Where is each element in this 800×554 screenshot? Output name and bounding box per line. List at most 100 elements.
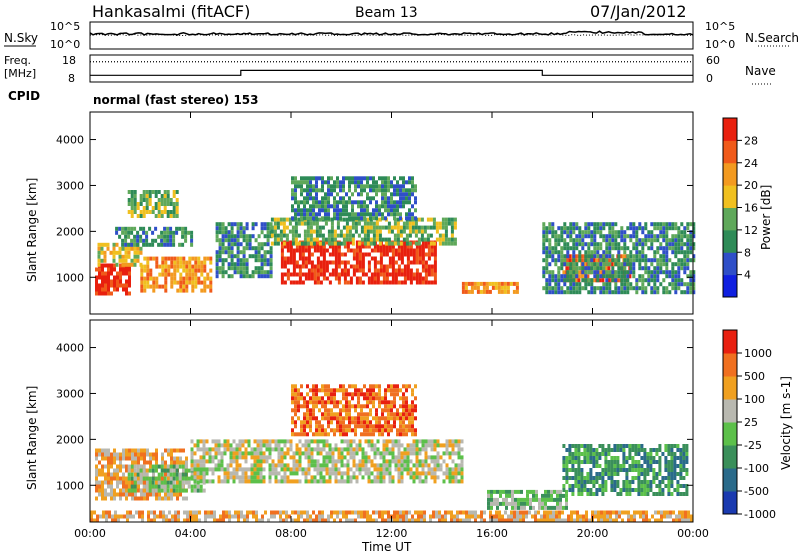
data-cell	[163, 476, 167, 481]
data-cell	[306, 180, 309, 185]
data-cell	[107, 456, 110, 461]
data-cell	[586, 456, 590, 460]
data-cell	[213, 510, 216, 515]
data-cell	[260, 274, 264, 279]
data-cell	[399, 184, 402, 189]
data-cell	[169, 198, 173, 202]
data-cell	[415, 280, 419, 285]
data-cell	[358, 280, 362, 285]
data-cell	[125, 488, 128, 493]
data-cell	[653, 250, 657, 255]
data-cell	[118, 250, 122, 255]
data-cell	[95, 283, 98, 288]
data-cell	[563, 246, 567, 251]
data-cell	[306, 184, 309, 189]
data-cell	[126, 518, 129, 523]
data-cell	[557, 286, 561, 291]
data-cell	[656, 274, 660, 279]
data-cell	[251, 270, 255, 275]
data-cell	[169, 234, 173, 239]
data-cell	[653, 258, 657, 263]
data-cell	[580, 492, 584, 496]
data-cell	[177, 510, 180, 515]
data-cell	[523, 501, 526, 506]
data-cell	[331, 451, 335, 456]
data-cell	[454, 467, 458, 472]
data-cell	[327, 396, 330, 401]
data-cell	[153, 518, 156, 523]
data-cell	[170, 276, 174, 281]
data-cell	[211, 467, 215, 472]
data-cell	[577, 274, 581, 279]
data-cell	[254, 258, 258, 263]
data-cell	[640, 468, 644, 472]
data-cell	[653, 222, 657, 227]
data-cell	[515, 289, 519, 294]
data-cell	[295, 471, 299, 476]
data-cell	[130, 206, 134, 210]
data-cell	[324, 237, 328, 242]
data-cell	[280, 280, 284, 285]
data-cell	[601, 484, 605, 488]
data-cell	[136, 258, 140, 263]
data-cell	[351, 518, 354, 523]
data-cell	[668, 238, 672, 243]
data-cell	[397, 244, 401, 249]
data-cell	[405, 237, 409, 242]
data-cell	[196, 471, 200, 476]
data-cell	[315, 514, 318, 519]
data-cell	[408, 229, 412, 234]
data-cell	[263, 242, 267, 247]
data-cell	[544, 493, 547, 498]
data-cell	[367, 479, 371, 484]
data-cell	[686, 258, 690, 263]
data-cell	[593, 270, 597, 275]
data-cell	[322, 475, 326, 480]
data-cell	[426, 233, 430, 238]
data-cell	[348, 412, 351, 417]
data-cell	[339, 233, 343, 238]
data-cell	[352, 248, 356, 253]
data-cell	[348, 180, 351, 185]
data-cell	[553, 505, 556, 510]
data-cell	[253, 475, 257, 480]
data-cell	[619, 254, 623, 259]
data-cell	[145, 194, 149, 198]
data-cell	[280, 276, 284, 281]
data-cell	[324, 388, 327, 393]
data-cell	[655, 492, 659, 496]
data-cell	[611, 238, 615, 243]
data-cell	[400, 252, 404, 257]
data-cell	[143, 480, 146, 485]
data-cell	[330, 514, 333, 519]
data-cell	[523, 505, 526, 510]
data-cell	[190, 439, 194, 444]
data-cell	[647, 282, 651, 287]
data-cell	[390, 196, 393, 201]
data-cell	[470, 285, 474, 290]
data-cell	[146, 480, 149, 485]
data-cell	[98, 271, 101, 276]
data-cell	[315, 229, 319, 234]
data-cell	[322, 443, 326, 448]
data-cell	[405, 221, 409, 226]
data-cell	[213, 518, 216, 523]
data-cell	[104, 287, 107, 292]
data-cell	[649, 484, 653, 488]
data-cell	[136, 472, 140, 477]
freq-label-line2: [MHz]	[4, 67, 36, 80]
data-cell	[202, 447, 206, 452]
data-cell	[608, 274, 612, 279]
data-cell	[548, 226, 552, 231]
data-cell	[239, 258, 243, 263]
data-cell	[142, 484, 146, 489]
data-cell	[403, 248, 407, 253]
data-cell	[149, 256, 153, 261]
data-cell	[387, 184, 390, 189]
data-cell	[325, 443, 329, 448]
data-cell	[313, 463, 317, 468]
data-cell	[130, 194, 134, 198]
data-cell	[430, 264, 434, 269]
data-cell	[199, 439, 203, 444]
data-cell	[104, 263, 107, 268]
